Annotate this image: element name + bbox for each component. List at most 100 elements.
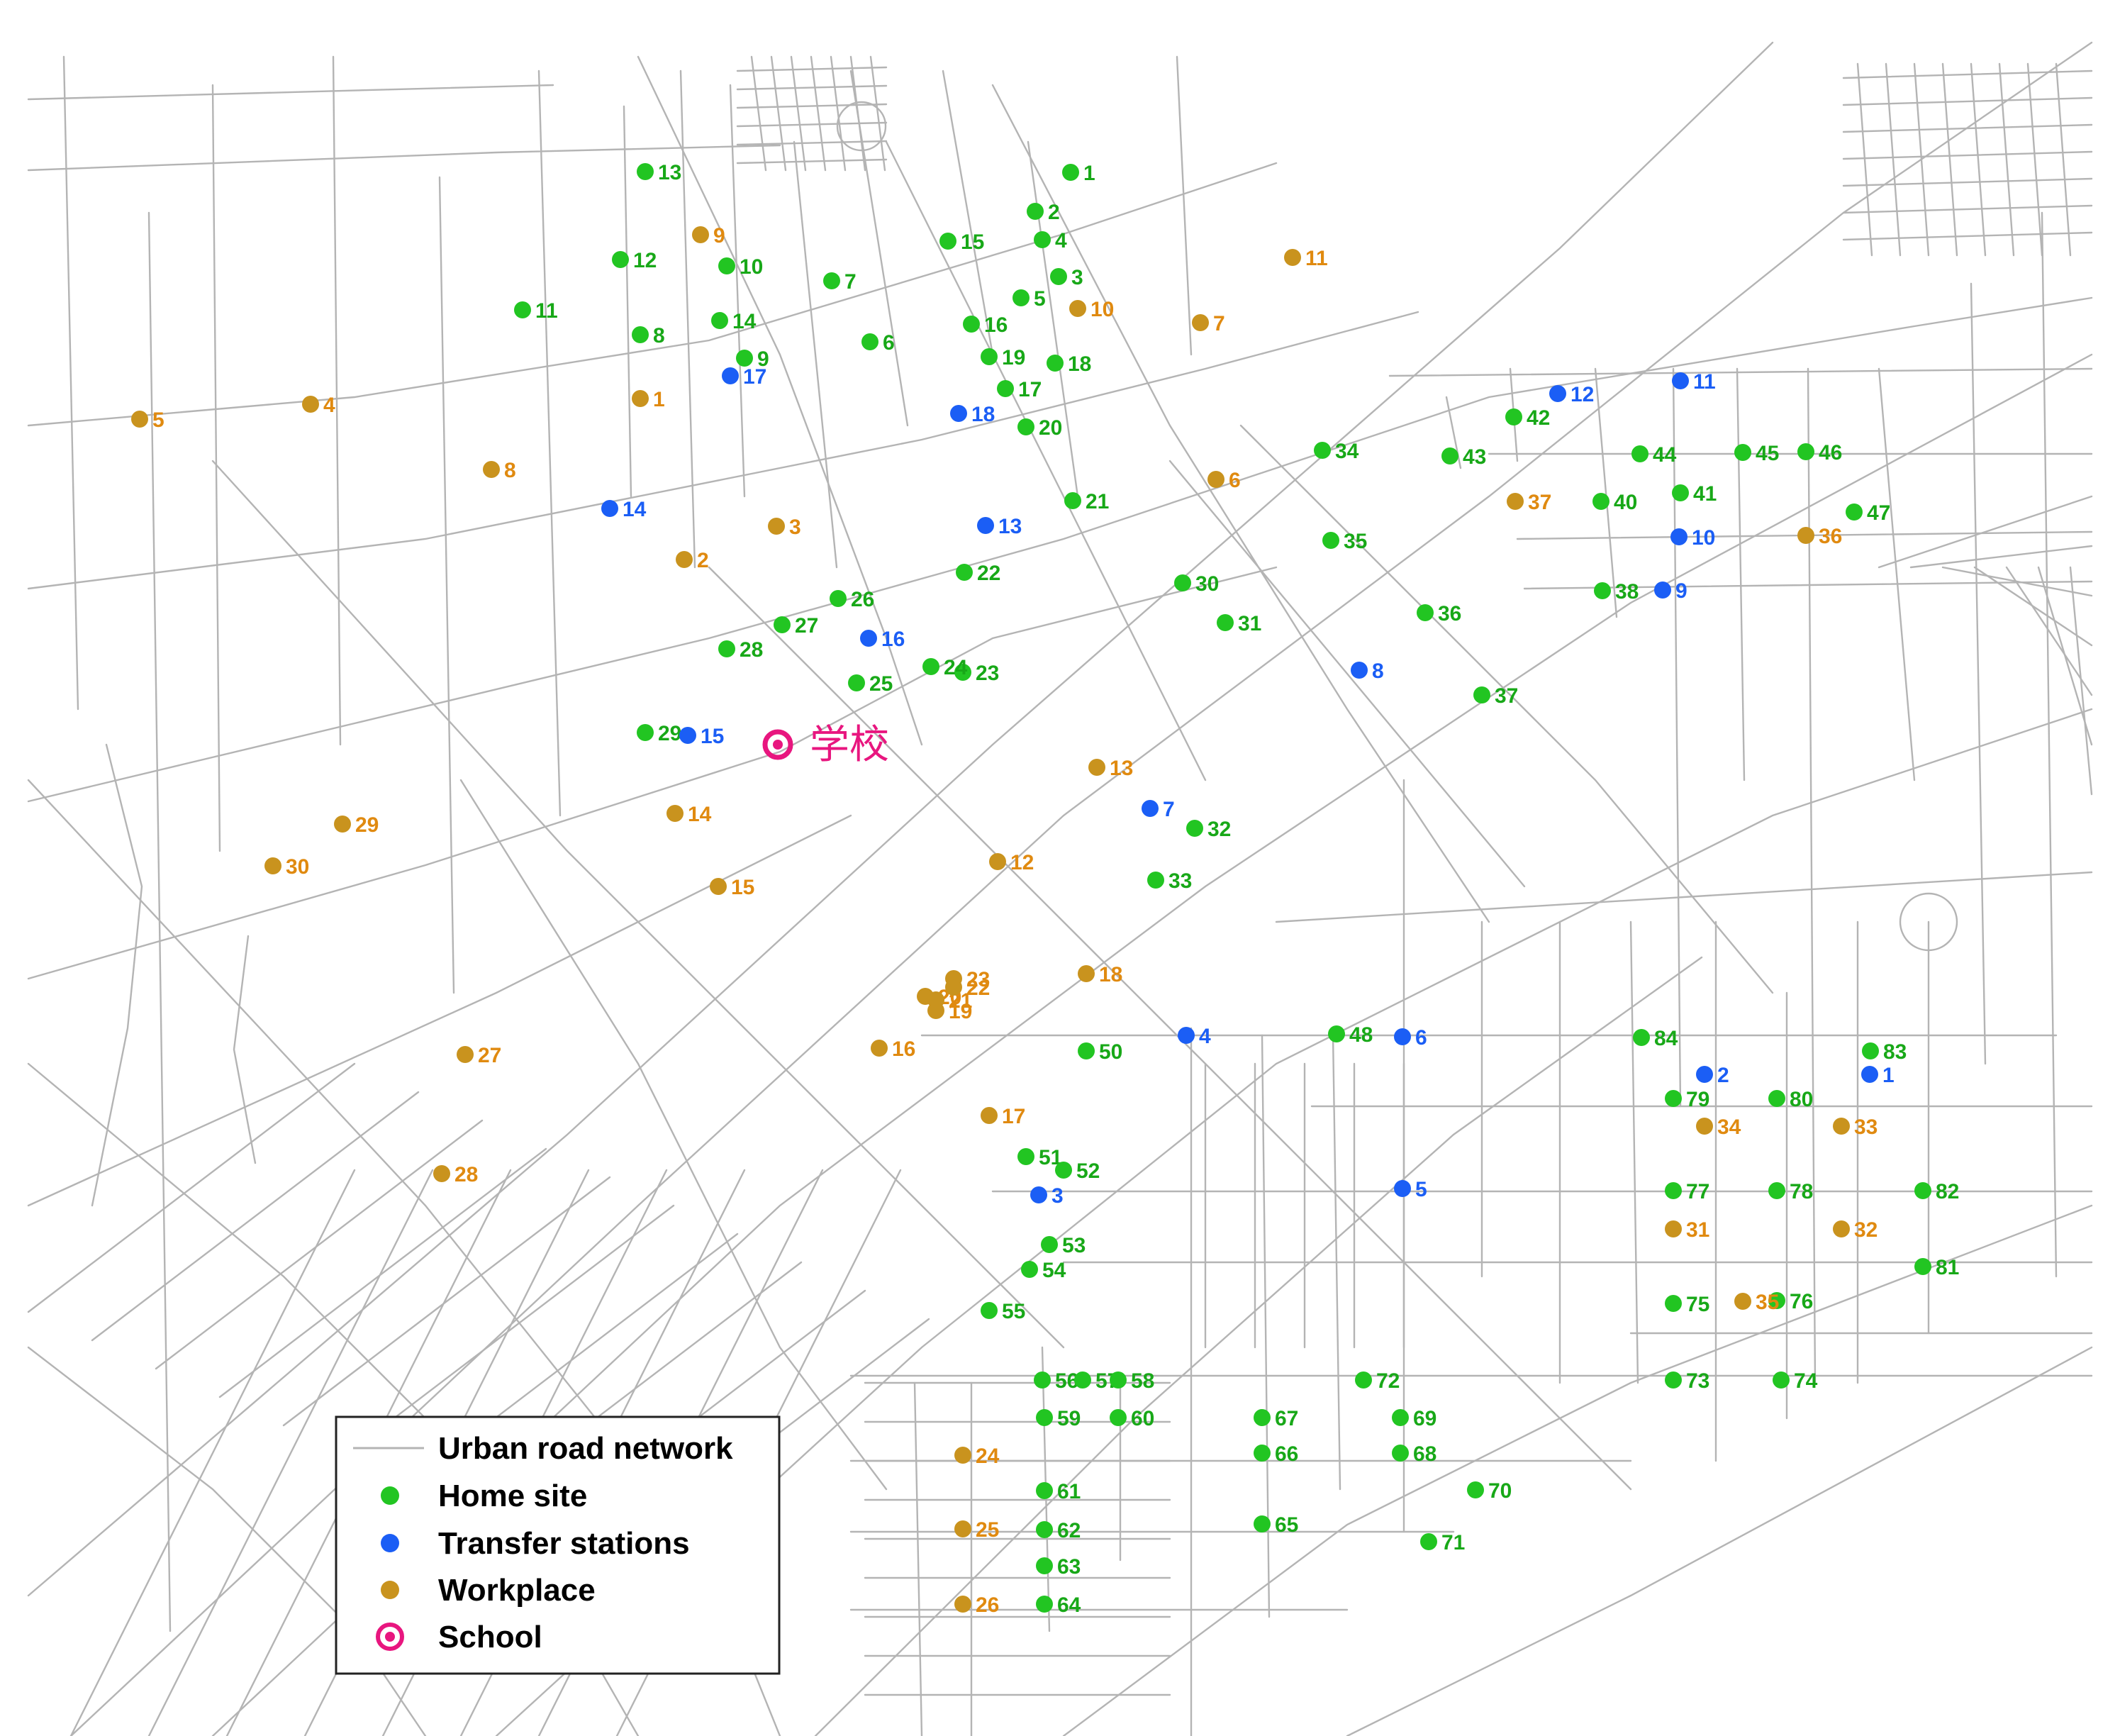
home-site-dot bbox=[981, 1302, 998, 1319]
home-site-point: 56 bbox=[1034, 1369, 1078, 1393]
home-site-point: 81 bbox=[1914, 1256, 1959, 1279]
home-site-point: 62 bbox=[1036, 1519, 1081, 1542]
home-site-point: 83 bbox=[1862, 1040, 1907, 1064]
roundabout bbox=[836, 101, 887, 152]
road-segment bbox=[1672, 367, 1682, 1108]
home-site-dot bbox=[1110, 1371, 1127, 1389]
workplace-dot bbox=[954, 1447, 971, 1464]
workplace-dot bbox=[457, 1046, 474, 1063]
home-site-label: 55 bbox=[1002, 1300, 1025, 1323]
workplace-point: 12 bbox=[989, 851, 1034, 874]
transfer-station-dot bbox=[977, 517, 994, 534]
home-site-label: 58 bbox=[1131, 1369, 1154, 1393]
workplace-point: 24 bbox=[954, 1445, 1000, 1468]
workplace-point: 25 bbox=[954, 1518, 999, 1542]
workplace-label: 34 bbox=[1717, 1115, 1741, 1139]
workplace-point: 3 bbox=[768, 516, 801, 539]
road-segment bbox=[1062, 1204, 2093, 1736]
home-site-label: 18 bbox=[1068, 352, 1091, 376]
workplace-label: 26 bbox=[976, 1593, 999, 1617]
home-site-dot bbox=[1797, 443, 1814, 460]
workplace-point: 7 bbox=[1192, 312, 1225, 335]
home-site-point: 8 bbox=[632, 324, 665, 347]
workplace-label: 29 bbox=[355, 813, 379, 837]
workplace-point: 31 bbox=[1665, 1218, 1709, 1242]
home-site-dot bbox=[939, 233, 956, 250]
home-site-label: 82 bbox=[1936, 1180, 1959, 1203]
home-site-point: 29 bbox=[637, 722, 681, 745]
home-site-dot bbox=[774, 616, 791, 633]
transfer-station-dot bbox=[1861, 1066, 1878, 1083]
road-segment bbox=[211, 460, 1065, 1349]
home-site-label: 59 bbox=[1057, 1407, 1081, 1430]
home-site-dot bbox=[1441, 447, 1458, 464]
home-site-label: 76 bbox=[1790, 1290, 1813, 1313]
legend-home-swatch bbox=[381, 1486, 399, 1505]
workplace-point: 34 bbox=[1696, 1115, 1741, 1139]
home-site-dot bbox=[514, 301, 531, 318]
road-segment bbox=[1239, 424, 1774, 994]
transfer-station-dot bbox=[860, 630, 877, 647]
road-segment bbox=[736, 140, 888, 146]
home-site-label: 16 bbox=[984, 313, 1008, 337]
road-segment bbox=[27, 41, 1774, 1597]
workplace-label: 15 bbox=[731, 876, 754, 899]
workplace-dot bbox=[945, 970, 962, 987]
transfer-station-label: 7 bbox=[1163, 798, 1175, 821]
home-site-point: 19 bbox=[981, 346, 1025, 369]
workplace-dot bbox=[1833, 1220, 1850, 1237]
home-site-dot bbox=[954, 664, 971, 681]
workplace-dot bbox=[1696, 1118, 1713, 1135]
road-segment bbox=[869, 55, 886, 172]
home-site-label: 43 bbox=[1463, 445, 1486, 469]
home-site-dot bbox=[1036, 1409, 1053, 1426]
transfer-station-label: 5 bbox=[1415, 1178, 1427, 1201]
home-site-label: 22 bbox=[977, 562, 1000, 585]
workplace-point: 16 bbox=[871, 1037, 915, 1061]
home-site-point: 82 bbox=[1914, 1180, 1959, 1203]
home-site-label: 21 bbox=[1086, 490, 1109, 513]
home-site-dot bbox=[1050, 268, 1067, 285]
home-site-label: 68 bbox=[1413, 1442, 1436, 1466]
home-site-point: 37 bbox=[1473, 684, 1518, 708]
home-site-label: 60 bbox=[1131, 1407, 1154, 1430]
road-segment bbox=[830, 55, 847, 172]
road-segment bbox=[1885, 62, 1902, 257]
workplace-dot bbox=[1797, 527, 1814, 544]
home-site-dot bbox=[1328, 1025, 1345, 1042]
home-site-label: 4 bbox=[1055, 229, 1067, 252]
road-segment bbox=[1842, 69, 2093, 79]
transfer-station-label: 10 bbox=[1692, 526, 1715, 550]
home-site-point: 32 bbox=[1186, 818, 1231, 841]
transfer-station-point: 7 bbox=[1142, 798, 1175, 821]
workplace-dot bbox=[483, 461, 500, 478]
workplace-point: 6 bbox=[1207, 469, 1241, 492]
workplace-point: 5 bbox=[131, 408, 164, 432]
home-site-label: 32 bbox=[1207, 818, 1231, 841]
workplace-point: 29 bbox=[334, 813, 379, 837]
workplace-label: 12 bbox=[1010, 851, 1034, 874]
home-site-label: 71 bbox=[1441, 1531, 1465, 1554]
home-site-label: 23 bbox=[976, 662, 999, 685]
home-site-point: 20 bbox=[1017, 416, 1062, 440]
home-site-point: 68 bbox=[1392, 1442, 1436, 1466]
road-segment bbox=[27, 162, 1278, 427]
legend-workplace-label: Workplace bbox=[438, 1573, 596, 1608]
home-site-dot bbox=[1631, 445, 1648, 462]
home-site-dot bbox=[1055, 1162, 1072, 1179]
road-segment bbox=[942, 69, 994, 356]
road-segment bbox=[2069, 566, 2093, 796]
road-segment bbox=[2026, 62, 2043, 257]
home-site-point: 40 bbox=[1592, 491, 1637, 514]
road-segment bbox=[218, 1147, 547, 1398]
road-segment bbox=[1346, 1346, 2093, 1736]
home-site-label: 5 bbox=[1034, 287, 1046, 311]
road-segment bbox=[729, 84, 746, 498]
workplace-point: 2 bbox=[676, 549, 709, 572]
home-site-point: 36 bbox=[1417, 602, 1461, 625]
road-segment bbox=[1736, 367, 1746, 781]
road-segment bbox=[459, 779, 888, 1491]
workplace-point: 15 bbox=[710, 876, 754, 899]
workplace-point: 1 bbox=[632, 388, 665, 411]
workplace-dot bbox=[1734, 1293, 1751, 1310]
